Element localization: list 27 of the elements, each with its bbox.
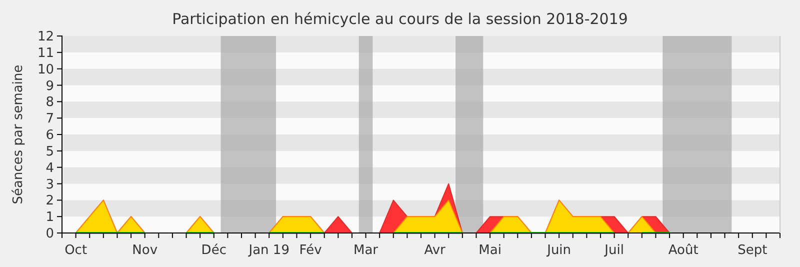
y-tick-label: 3 xyxy=(46,177,54,192)
x-tick-label: Mar xyxy=(354,243,379,258)
x-tick-label: Oct xyxy=(64,243,88,258)
x-tick-label: Jan 19 xyxy=(248,243,290,258)
chart-title: Participation en hémicycle au cours de la session 2018-2019 xyxy=(172,10,628,28)
y-tick-label: 11 xyxy=(37,46,54,61)
x-tick-label: Fév xyxy=(299,243,322,258)
x-tick-label: Juil xyxy=(604,243,624,258)
x-tick-label: Juin xyxy=(546,243,572,258)
y-tick-label: 2 xyxy=(46,194,54,209)
y-tick-label: 6 xyxy=(46,128,54,144)
x-tick-label: Nov xyxy=(132,243,158,258)
x-tick-label: Avr xyxy=(424,243,446,258)
y-tick-label: 8 xyxy=(46,95,54,110)
y-tick-label: 1 xyxy=(46,210,54,226)
y-tick-label: 7 xyxy=(46,112,54,127)
x-tick-label: Déc xyxy=(201,243,226,258)
y-tick-label: 4 xyxy=(46,160,54,176)
y-tick-label: 10 xyxy=(37,62,54,78)
x-tick-label: Sept xyxy=(738,243,768,258)
y-tick-label: 12 xyxy=(37,30,54,45)
y-tick-label: 5 xyxy=(46,144,54,160)
y-tick-label: 9 xyxy=(46,78,54,94)
x-tick-label: Mai xyxy=(478,243,502,258)
x-tick-label: Août xyxy=(668,243,698,258)
y-tick-label: 0 xyxy=(46,226,54,242)
y-axis-title: Séances par semaine xyxy=(11,64,26,204)
